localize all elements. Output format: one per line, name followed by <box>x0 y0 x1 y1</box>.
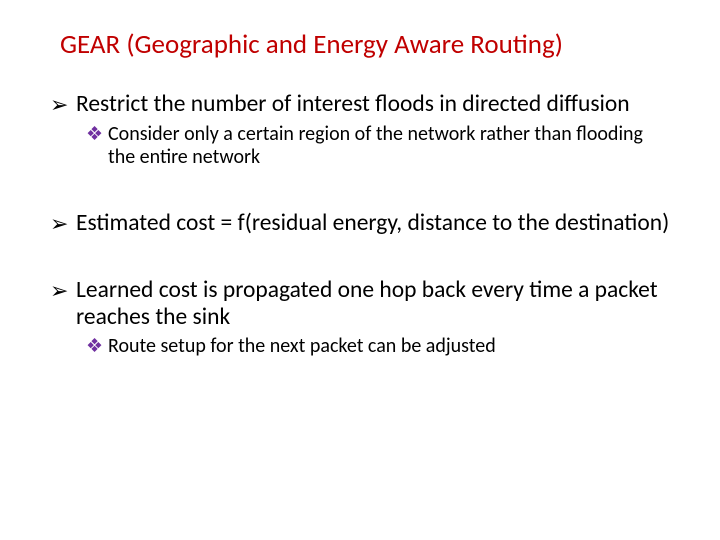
level1-text: Learned cost is propagated one hop back … <box>76 277 670 331</box>
arrow-bullet-icon: ➢ <box>50 210 76 238</box>
arrow-bullet-icon: ➢ <box>50 91 76 119</box>
diamond-bullet-icon: ❖ <box>86 335 108 359</box>
level2-item: ❖ Route setup for the next packet can be… <box>86 335 670 359</box>
bullet-block: ➢ Estimated cost = f(residual energy, di… <box>50 210 670 238</box>
level1-text: Estimated cost = f(residual energy, dist… <box>76 210 670 237</box>
arrow-bullet-icon: ➢ <box>50 277 76 305</box>
bullet-block: ➢ Restrict the number of interest floods… <box>50 91 670 170</box>
level2-text: Consider only a certain region of the ne… <box>108 123 670 170</box>
diamond-bullet-icon: ❖ <box>86 123 108 147</box>
bullet-block: ➢ Learned cost is propagated one hop bac… <box>50 277 670 359</box>
slide-title: GEAR (Geographic and Energy Aware Routin… <box>60 28 670 61</box>
level1-text: Restrict the number of interest floods i… <box>76 91 670 118</box>
slide: GEAR (Geographic and Energy Aware Routin… <box>0 0 720 540</box>
level1-item: ➢ Learned cost is propagated one hop bac… <box>50 277 670 331</box>
level2-text: Route setup for the next packet can be a… <box>108 335 670 359</box>
level1-item: ➢ Estimated cost = f(residual energy, di… <box>50 210 670 238</box>
level1-item: ➢ Restrict the number of interest floods… <box>50 91 670 119</box>
level2-item: ❖ Consider only a certain region of the … <box>86 123 670 170</box>
